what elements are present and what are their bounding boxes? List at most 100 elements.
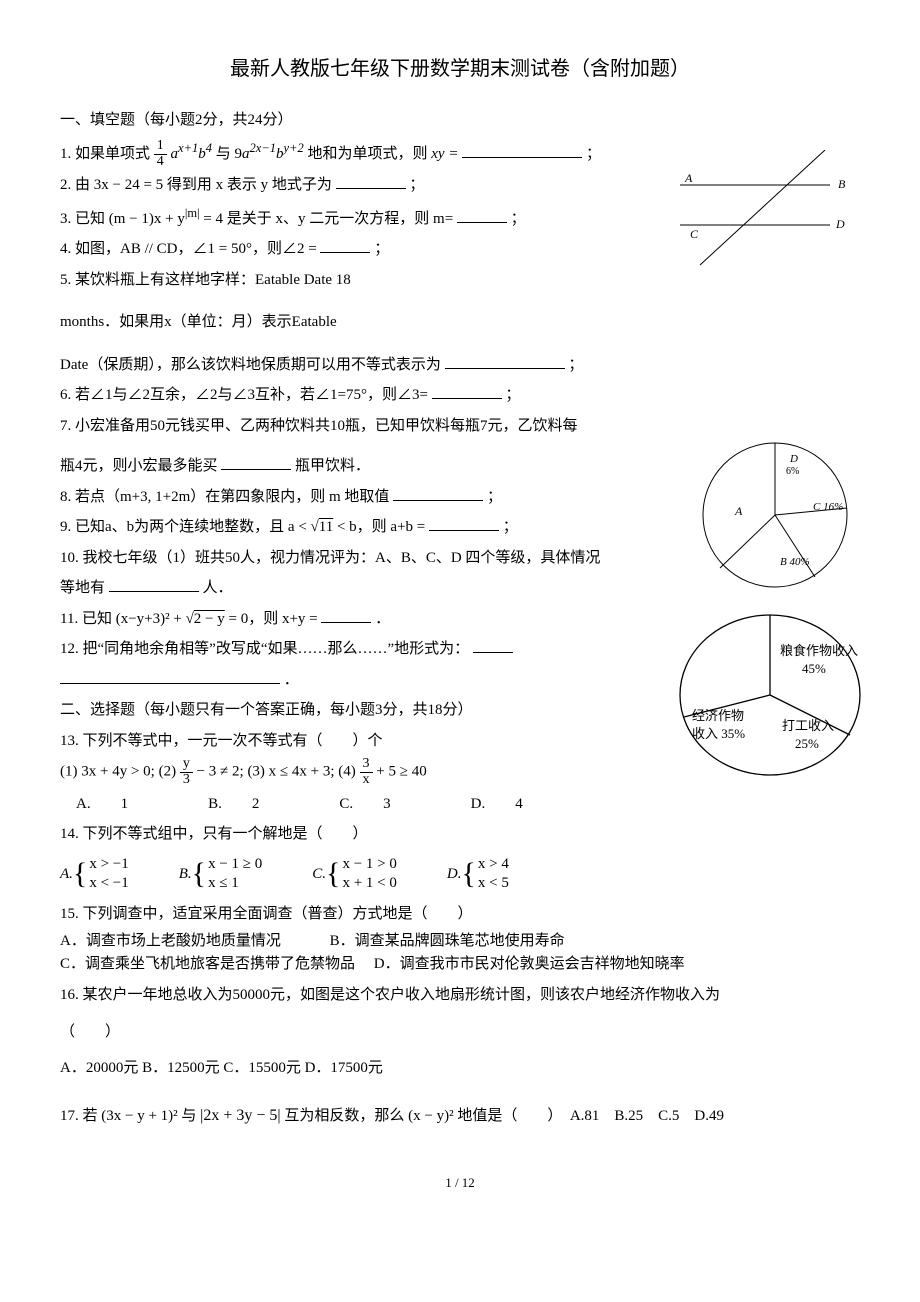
fraction-3-x: 3x [360, 757, 373, 787]
opt-c: C.{x − 1 > 0x + 1 < 0 [312, 855, 397, 894]
question-10b: 等地有 人． [60, 574, 860, 603]
q3-semicolon: ； [511, 211, 526, 227]
question-5b: months．如果用x（单位：月）表示Eatable [60, 308, 860, 337]
q1-semicolon: ； [586, 146, 601, 162]
q13-b: (1) 3x + 4y > 0; (2) [60, 764, 180, 780]
q4-text: 4. 如图，AB // CD，∠1 = 50°，则∠2 = [60, 241, 317, 257]
page-number: 1 / 12 [60, 1171, 860, 1196]
page-title: 最新人教版七年级下册数学期末测试卷（含附加题） [60, 50, 860, 88]
q3-text-a: 3. 已知 (m − 1)x + y [60, 211, 185, 227]
question-12b: ． [60, 666, 860, 695]
q15-stem: 15. 下列调查中，适宜采用全面调查（普查）方式地是（ ） [60, 906, 473, 922]
q8-text: 8. 若点（m+3, 1+2m）在第四象限内，则 m 地取值 [60, 489, 389, 505]
q17-a: 17. 若 (3x − y + 1)² 与 [60, 1108, 200, 1124]
question-5: 5. 某饮料瓶上有这样地字样：Eatable Date 18 [60, 266, 860, 295]
q1-text-b: 地和为单项式，则 [307, 146, 431, 162]
q16-paren: （ ） [60, 1024, 120, 1040]
l1: x − 1 ≥ 0 [208, 855, 262, 875]
q2-text: 2. 由 3x − 24 = 5 得到用 x 表示 y 地式子为 [60, 177, 332, 193]
opt-b: B. 2 [208, 790, 259, 819]
q10-line1: 10. 我校七年级（1）班共50人，视力情况评为：A、B、C、D 四个等级，具体… [60, 550, 600, 566]
blank [445, 353, 565, 369]
opt-c: C. 3 [339, 790, 390, 819]
question-8: 8. 若点（m+3, 1+2m）在第四象限内，则 m 地取值 ； [60, 483, 860, 512]
question-12: 12. 把“同角地余角相等”改写成“如果……那么……”地形式为： [60, 635, 860, 664]
q13-c: − 3 ≠ 2; (3) x ≤ 4x + 3; (4) [197, 764, 360, 780]
q5-line1: 5. 某饮料瓶上有这样地字样：Eatable Date 18 [60, 272, 351, 288]
opt-a: A. 1 [76, 790, 128, 819]
q10-line2a: 等地有 [60, 580, 105, 596]
svg-text:经济作物: 经济作物 [692, 708, 744, 723]
section-a-heading: 一、填空题（每小题2分，共24分） [60, 106, 860, 135]
question-5c: Date（保质期），那么该饮料地保质期可以用不等式表示为 ； [60, 351, 860, 380]
l1: x > −1 [89, 855, 128, 875]
question-1: 1. 如果单项式 14 ax+1b4 与 9a2x−1by+2 地和为单项式，则… [60, 137, 860, 170]
q16-opts: A．20000元 B．12500元 C．15500元 D．17500元 [60, 1060, 383, 1076]
q16-stem: 16. 某农户一年地总收入为50000元，如图是这个农户收入地扇形统计图，则该农… [60, 987, 720, 1003]
q13-d: + 5 ≥ 40 [376, 764, 426, 780]
q5-semicolon: ； [568, 357, 583, 373]
opt-a: A.{x > −1x < −1 [60, 855, 129, 894]
question-14: 14. 下列不等式组中，只有一个解地是（ ） [60, 820, 860, 849]
lbl: A. [60, 866, 73, 882]
q8-semicolon: ； [487, 489, 502, 505]
question-16b: （ ） [60, 1018, 860, 1047]
q9-text-b: < b，则 a+b = [337, 519, 425, 535]
l2: x ≤ 1 [208, 874, 262, 894]
opt-d: D.{x > 4x < 5 [447, 855, 509, 894]
q7-line1: 7. 小宏准备用50元钱买甲、乙两种饮料共10瓶，已知甲饮料每瓶7元，乙饮料每 [60, 418, 578, 434]
q14-stem: 14. 下列不等式组中，只有一个解地是（ ） [60, 826, 368, 842]
q9-root: 11 [319, 519, 333, 535]
blank [457, 207, 507, 223]
q7-line2a: 瓶4元，则小宏最多能买 [60, 458, 218, 474]
question-13-expr: (1) 3x + 4y > 0; (2) y3 − 3 ≠ 2; (3) x ≤… [60, 757, 860, 787]
fraction-1-4: 14 [154, 139, 167, 169]
blank [109, 576, 199, 592]
q9-semicolon: ； [503, 519, 518, 535]
q17-b: 互为相反数，那么 (x − y)² 地值是（ ） A.81 B.25 C.5 D… [284, 1108, 724, 1124]
lbl: C. [312, 866, 326, 882]
q3-text-b: = 4 是关于 x、y 二元一次方程，则 m= [203, 211, 453, 227]
lbl: D. [447, 866, 462, 882]
question-2: 2. 由 3x − 24 = 5 得到用 x 表示 y 地式子为 ； [60, 171, 860, 200]
l2: x < 5 [478, 874, 509, 894]
question-4: 4. 如图，AB // CD，∠1 = 50°，则∠2 = ； [60, 235, 860, 264]
opt-b: B．调查某品牌圆珠笔芯地使用寿命 [330, 933, 565, 949]
question-10: 10. 我校七年级（1）班共50人，视力情况评为：A、B、C、D 四个等级，具体… [60, 544, 860, 573]
q2-semicolon: ； [409, 177, 424, 193]
blank [320, 237, 370, 253]
blank [393, 485, 483, 501]
q11-root: 2 − y [194, 611, 225, 627]
opt-d: D. 4 [471, 790, 523, 819]
question-7b: 瓶4元，则小宏最多能买 瓶甲饮料． [60, 452, 860, 481]
q12-period: ． [284, 672, 299, 688]
q11-text-b: = 0，则 x+y = [229, 611, 318, 627]
question-15-options: A．调查市场上老酸奶地质量情况 B．调查某品牌圆珠笔芯地使用寿命 C．调查乘坐飞… [60, 930, 860, 975]
question-16: 16. 某农户一年地总收入为50000元，如图是这个农户收入地扇形统计图，则该农… [60, 981, 860, 1010]
blank [336, 173, 406, 189]
q6-text: 6. 若∠1与∠2互余，∠2与∠3互补，若∠1=75°，则∠3= [60, 387, 428, 403]
blank [221, 454, 291, 470]
l2: x < −1 [89, 874, 128, 894]
l1: x > 4 [478, 855, 509, 875]
opt-c: C．调查乘坐飞机地旅客是否携带了危禁物品 [60, 956, 355, 972]
blank [432, 383, 502, 399]
q12-text: 12. 把“同角地余角相等”改写成“如果……那么……”地形式为： [60, 641, 469, 657]
opt-d: D．调查我市市民对伦敦奥运会吉祥物地知晓率 [374, 956, 685, 972]
question-3: 3. 已知 (m − 1)x + y|m| = 4 是关于 x、y 二元一次方程… [60, 202, 860, 234]
question-17: 17. 若 (3x − y + 1)² 与 |2x + 3y − 5| 互为相反… [60, 1101, 860, 1131]
q9-text-a: 9. 已知a、b为两个连续地整数，且 a < √ [60, 519, 319, 535]
question-13: 13. 下列不等式中，一元一次不等式有（ ）个 [60, 727, 860, 756]
l1: x − 1 > 0 [342, 855, 396, 875]
blank [321, 607, 371, 623]
q4-semicolon: ； [374, 241, 389, 257]
question-13-options: A. 1 B. 2 C. 3 D. 4 [60, 790, 860, 819]
q1-expr2: a2x−1by+2 [242, 146, 304, 162]
q13-stem: 13. 下列不等式中，一元一次不等式有（ ）个 [60, 733, 383, 749]
q11-text-a: 11. 已知 (x−y+3)² + [60, 611, 186, 627]
blank [473, 637, 513, 653]
blank [60, 668, 280, 684]
blank [462, 142, 582, 158]
q6-semicolon: ； [505, 387, 520, 403]
q5-line2: months．如果用x（单位：月）表示Eatable [60, 314, 337, 330]
